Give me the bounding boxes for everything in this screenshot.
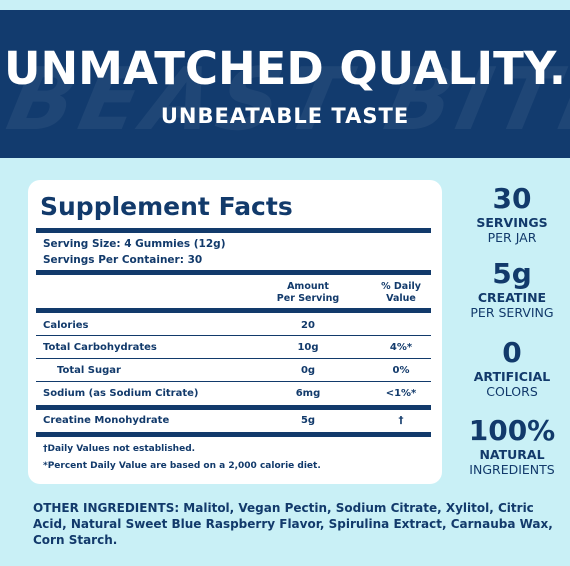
stat-label: PER JAR bbox=[487, 230, 537, 245]
stat-number: 30 bbox=[492, 182, 532, 215]
nutrient-amount: 10g bbox=[297, 342, 319, 353]
supplement-facts-panel: Supplement Facts Serving Size: 4 Gummies… bbox=[28, 180, 442, 484]
nutrient-label: Total Sugar bbox=[57, 365, 121, 376]
supplement-facts-title: Supplement Facts bbox=[40, 192, 293, 221]
nutrient-label: Calories bbox=[43, 320, 89, 331]
nutrient-label: Creatine Monohydrate bbox=[43, 415, 170, 426]
nutrient-amount: 6mg bbox=[295, 388, 321, 399]
stat-label: PER SERVING bbox=[470, 305, 554, 320]
nutrient-amount: 20 bbox=[301, 320, 315, 331]
stat-label-bold: ARTIFICIAL bbox=[473, 369, 551, 384]
servings-per-container: Servings Per Container: 30 bbox=[43, 254, 203, 266]
nutrient-label: Total Carbohydrates bbox=[43, 342, 157, 353]
stat-label-bold: SERVINGS bbox=[476, 215, 548, 230]
row-divider bbox=[36, 335, 431, 336]
stat-label: INGREDIENTS bbox=[469, 462, 555, 477]
row-divider bbox=[36, 381, 431, 382]
stat-creatine: 5g CREATINE PER SERVING bbox=[458, 257, 566, 321]
divider bbox=[36, 432, 431, 437]
nutrient-amount: 0g bbox=[300, 365, 316, 376]
footnote-daily-values: †Daily Values not established. bbox=[43, 444, 196, 454]
divider bbox=[36, 308, 431, 313]
column-header-dv-line1: % Daily bbox=[381, 281, 421, 292]
subheadline: UNBEATABLE TASTE bbox=[160, 104, 410, 128]
header-banner: BEAST BITE UNMATCHED QUALITY. UNBEATABLE… bbox=[0, 10, 570, 158]
headline: UNMATCHED QUALITY. bbox=[3, 42, 567, 95]
column-header-amount-line1: Amount bbox=[287, 281, 329, 292]
stat-number: 100% bbox=[468, 414, 556, 447]
stat-label-bold: CREATINE bbox=[477, 290, 547, 305]
stat-label-bold: NATURAL bbox=[479, 447, 545, 462]
stat-label: COLORS bbox=[486, 384, 538, 399]
row-divider bbox=[36, 358, 431, 359]
divider bbox=[36, 405, 431, 410]
stat-artificial-colors: 0 ARTIFICIAL COLORS bbox=[458, 336, 566, 400]
divider bbox=[36, 270, 431, 275]
column-header-dv-line2: Value bbox=[386, 293, 416, 304]
column-header-daily-value: % Daily Value bbox=[368, 281, 434, 305]
stat-number: 0 bbox=[502, 336, 522, 369]
footnote-percent-daily: *Percent Daily Value are based on a 2,00… bbox=[43, 461, 321, 471]
nutrient-daily-value: 4%* bbox=[389, 342, 413, 353]
serving-size: Serving Size: 4 Gummies (12g) bbox=[43, 238, 226, 250]
nutrient-daily-value: † bbox=[398, 415, 404, 426]
nutrient-daily-value: 0% bbox=[392, 365, 410, 376]
nutrient-label: Sodium (as Sodium Citrate) bbox=[43, 388, 199, 399]
stat-servings: 30 SERVINGS PER JAR bbox=[458, 182, 566, 246]
column-header-amount: Amount Per Serving bbox=[266, 281, 350, 305]
column-header-amount-line2: Per Serving bbox=[276, 293, 340, 304]
nutrient-amount: 5g bbox=[300, 415, 316, 426]
stat-number: 5g bbox=[492, 257, 532, 290]
other-ingredients: OTHER INGREDIENTS: Malitol, Vegan Pectin… bbox=[33, 501, 553, 547]
divider bbox=[36, 228, 431, 233]
stat-natural-ingredients: 100% NATURAL INGREDIENTS bbox=[458, 414, 566, 478]
nutrient-daily-value: <1%* bbox=[385, 388, 417, 399]
